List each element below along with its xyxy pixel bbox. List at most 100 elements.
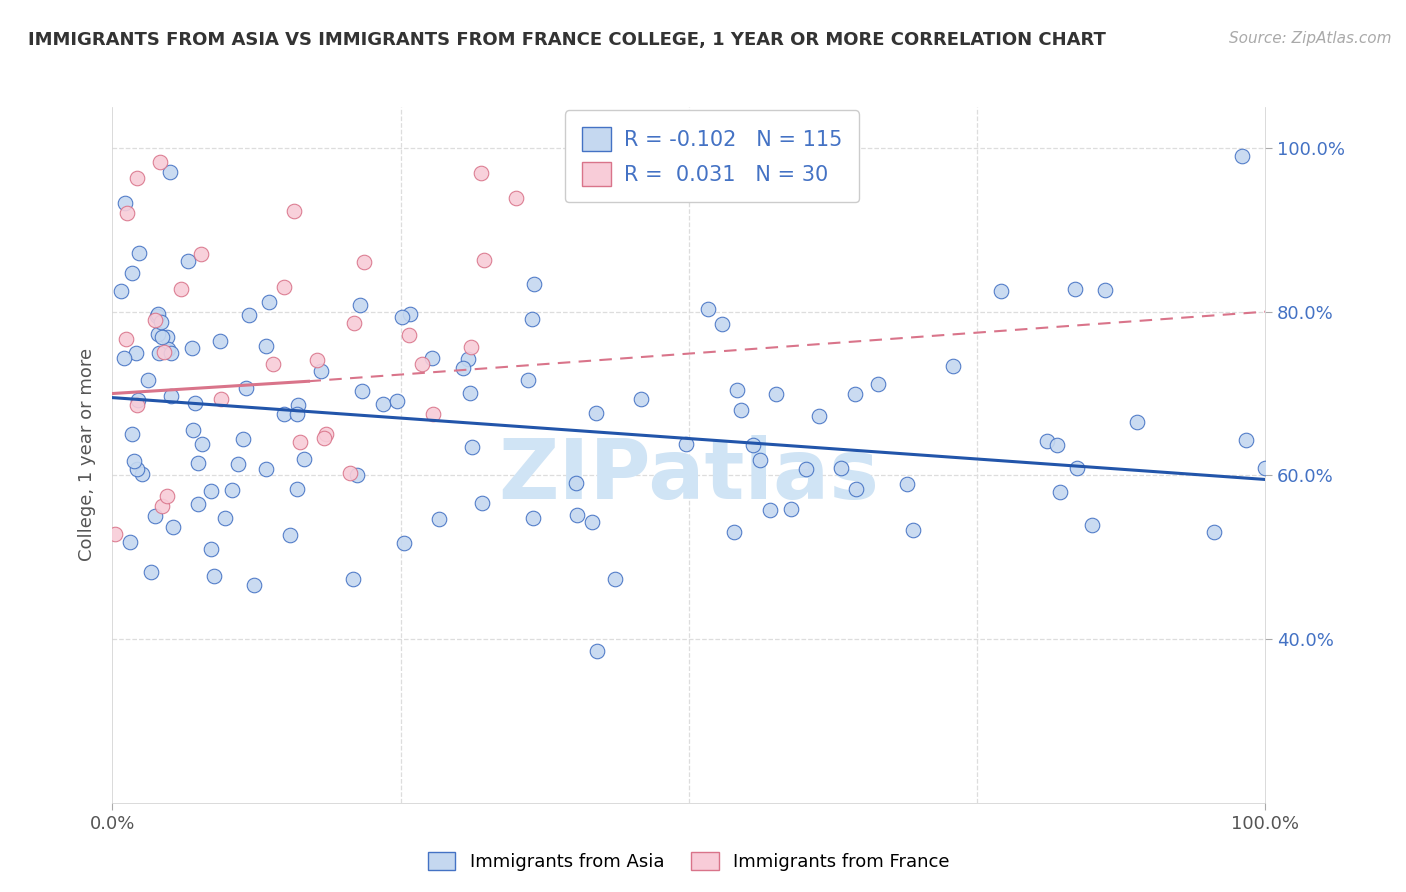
Point (131, 467, 153, 482)
Point (505, 191, 527, 205)
Text: Source: ZipAtlas.com: Source: ZipAtlas.com (1229, 31, 1392, 46)
Point (312, 431, 335, 445)
Point (342, 573, 364, 587)
Point (845, 482, 868, 496)
Point (517, 372, 540, 386)
Point (169, 282, 191, 296)
Point (352, 384, 374, 399)
Point (112, 351, 135, 365)
Point (309, 364, 332, 378)
Point (710, 317, 733, 331)
Point (143, 508, 166, 523)
Point (243, 578, 266, 592)
Point (187, 456, 209, 470)
Point (149, 315, 172, 329)
Point (1066, 461, 1088, 475)
Point (749, 452, 772, 467)
Point (451, 360, 474, 375)
Point (110, 285, 132, 299)
Point (844, 387, 866, 401)
Point (420, 351, 443, 365)
Point (200, 483, 222, 498)
Point (343, 316, 366, 330)
Point (191, 437, 214, 451)
Point (1126, 415, 1149, 429)
Point (285, 407, 308, 421)
Point (145, 312, 167, 326)
Point (1081, 518, 1104, 533)
Point (346, 468, 368, 483)
Point (209, 392, 232, 406)
Point (830, 461, 852, 475)
Point (461, 440, 484, 454)
Point (150, 499, 173, 513)
Point (697, 301, 720, 316)
Point (160, 389, 183, 403)
Point (1035, 434, 1057, 448)
Point (398, 307, 420, 321)
Point (238, 309, 260, 323)
Point (184, 395, 207, 409)
Point (288, 435, 311, 450)
Point (121, 427, 143, 442)
Point (162, 520, 184, 534)
Point (472, 252, 495, 267)
Point (214, 511, 236, 525)
Point (257, 294, 280, 309)
Point (460, 340, 482, 354)
Point (181, 341, 204, 355)
Point (148, 327, 170, 342)
Point (471, 496, 494, 510)
Point (202, 569, 225, 583)
Point (287, 398, 309, 412)
Point (153, 345, 176, 359)
Point (990, 285, 1012, 299)
Point (125, 171, 148, 186)
Point (1232, 149, 1254, 163)
Point (1234, 433, 1257, 447)
Point (1064, 282, 1087, 296)
Point (121, 266, 143, 280)
Point (585, 406, 607, 420)
Point (280, 528, 302, 542)
Point (305, 353, 328, 368)
Text: ZIPatlas: ZIPatlas (499, 435, 879, 516)
Point (353, 254, 375, 268)
Point (128, 245, 150, 260)
Point (1202, 524, 1225, 539)
Point (157, 342, 180, 356)
Point (273, 407, 295, 421)
Point (730, 403, 752, 417)
Point (522, 511, 544, 525)
Point (1094, 283, 1116, 297)
Point (581, 515, 603, 529)
Point (181, 423, 204, 437)
Point (765, 387, 787, 401)
Point (523, 277, 546, 291)
Point (226, 457, 249, 471)
Point (470, 165, 492, 179)
Point (901, 524, 924, 538)
Point (209, 334, 232, 348)
Point (120, 535, 142, 549)
Point (896, 476, 918, 491)
Point (139, 565, 162, 579)
Point (273, 280, 295, 294)
Point (156, 489, 179, 503)
Point (254, 462, 277, 476)
Point (398, 327, 420, 342)
Point (1046, 438, 1069, 452)
Point (794, 462, 817, 476)
Point (262, 357, 284, 371)
Point (808, 409, 831, 423)
Point (759, 503, 782, 517)
Point (411, 357, 433, 371)
Point (190, 247, 212, 261)
Point (159, 165, 181, 179)
Point (177, 253, 200, 268)
Point (522, 312, 544, 326)
Legend: Immigrants from Asia, Immigrants from France: Immigrants from Asia, Immigrants from Fr… (422, 845, 956, 879)
Point (349, 298, 371, 312)
Point (149, 155, 172, 169)
Point (457, 351, 479, 366)
